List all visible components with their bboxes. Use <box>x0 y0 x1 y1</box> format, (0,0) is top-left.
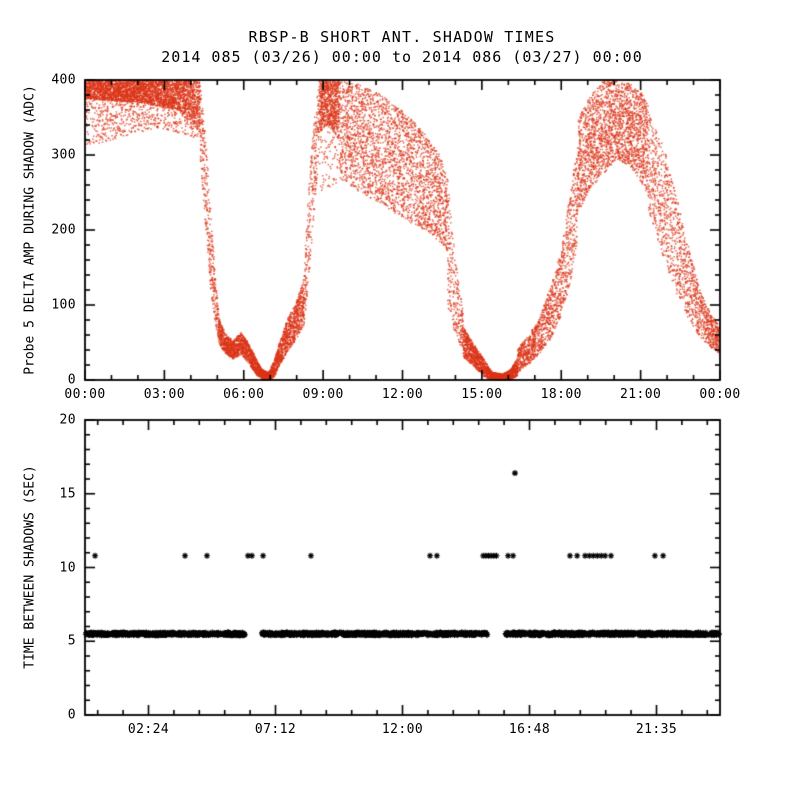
y-tick-label-0-2: 200 <box>51 222 76 238</box>
top-y-axis-label: Probe 5 DELTA AMP DURING SHADOW (ADC) <box>22 85 38 375</box>
y-tick-label-0-1: 100 <box>51 297 76 313</box>
x-tick-label-1-2: 12:00 <box>381 722 424 737</box>
x-tick-label-0-7: 21:00 <box>620 387 662 402</box>
x-tick-label-0-5: 15:00 <box>461 387 503 402</box>
x-tick-label-1-4: 21:35 <box>635 722 678 737</box>
y-tick-label-1-3: 15 <box>59 486 76 502</box>
x-tick-label-0-8: 00:00 <box>699 387 741 402</box>
x-tick-label-0-0: 00:00 <box>64 387 106 402</box>
chart-title: RBSP-B SHORT ANT. SHADOW TIMES <box>248 28 556 46</box>
x-tick-label-1-0: 02:24 <box>127 722 170 737</box>
x-tick-label-0-1: 03:00 <box>143 387 185 402</box>
y-tick-label-0-4: 400 <box>51 72 76 88</box>
x-tick-label-1-1: 07:12 <box>254 722 297 737</box>
y-tick-label-1-0: 0 <box>67 707 76 723</box>
chart-subtitle: 2014 085 (03/26) 00:00 to 2014 086 (03/2… <box>161 48 643 66</box>
bottom-y-axis-label: TIME BETWEEN SHADOWS (SEC) <box>22 465 38 669</box>
y-tick-label-0-3: 300 <box>51 147 76 163</box>
y-tick-label-0-0: 0 <box>67 372 76 388</box>
y-tick-label-1-4: 20 <box>59 412 76 428</box>
x-tick-label-0-2: 06:00 <box>223 387 265 402</box>
y-tick-label-1-1: 5 <box>67 633 76 649</box>
y-tick-label-1-2: 10 <box>59 560 76 575</box>
x-tick-label-0-3: 09:00 <box>302 387 344 402</box>
x-tick-label-0-6: 18:00 <box>540 387 582 402</box>
x-tick-label-0-4: 12:00 <box>381 387 424 402</box>
x-tick-label-1-3: 16:48 <box>508 722 551 737</box>
